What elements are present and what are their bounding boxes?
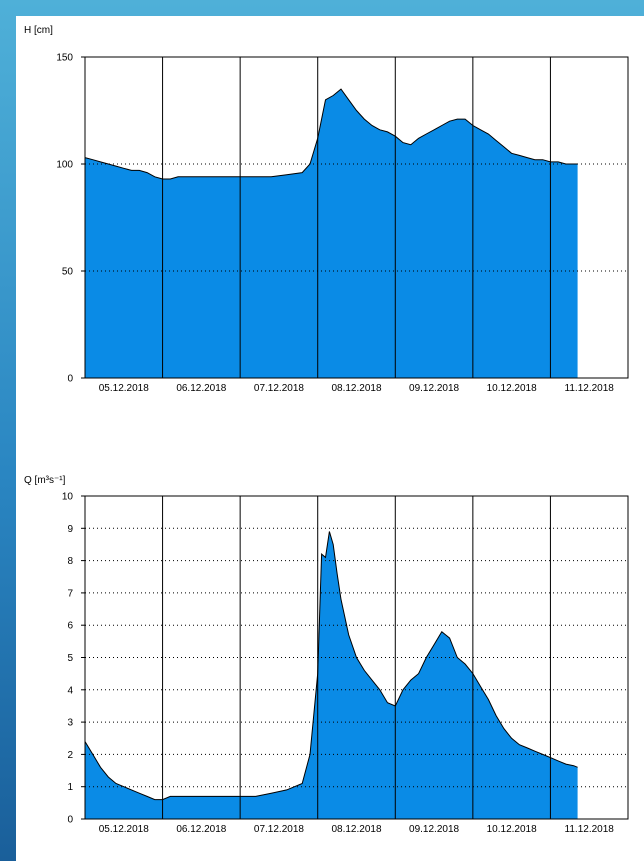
h-ytick-label: 0: [67, 374, 73, 385]
h-ytick-label: 50: [62, 267, 74, 278]
q-series-line: [84, 531, 578, 801]
q-ytick-label: 6: [67, 621, 73, 632]
h-plot-frame: [84, 56, 629, 379]
q-ytick-label: 0: [67, 815, 73, 826]
q-ytick-label: 8: [67, 556, 73, 567]
q-ytick-label: 5: [67, 653, 73, 664]
q-ytick-label: 2: [67, 750, 73, 761]
h-area-fill: [85, 89, 578, 378]
h-xtick-label: 05.12.2018: [99, 383, 149, 394]
h-ytick-label: 100: [56, 160, 73, 171]
q-ytick-label: 3: [67, 718, 73, 729]
q-ytick-label: 9: [67, 524, 73, 535]
q-ytick-label: 4: [67, 685, 73, 696]
h-xtick-label: 07.12.2018: [254, 383, 304, 394]
h-xtick-label: 08.12.2018: [331, 383, 381, 394]
q-xtick-label: 07.12.2018: [254, 824, 304, 835]
h-xtick-label: 06.12.2018: [176, 383, 226, 394]
q-xtick-label: 09.12.2018: [409, 824, 459, 835]
h-xtick-label: 09.12.2018: [409, 383, 459, 394]
q-xtick-label: 06.12.2018: [176, 824, 226, 835]
h-y-axis-label: H [cm]: [24, 25, 53, 36]
q-ytick-label: 1: [67, 782, 73, 793]
q-ytick-label: 7: [67, 588, 73, 599]
q-xtick-label: 10.12.2018: [487, 824, 537, 835]
q-y-axis-label: Q [m³s⁻¹]: [24, 475, 66, 486]
h-ytick-label: 150: [56, 53, 73, 64]
q-xtick-label: 11.12.2018: [565, 824, 615, 835]
q-ytick-label: 10: [62, 492, 74, 503]
q-xtick-label: 08.12.2018: [331, 824, 381, 835]
h-series-line: [84, 88, 578, 180]
q-area-fill: [85, 531, 578, 819]
h-xtick-label: 10.12.2018: [487, 383, 537, 394]
h-xtick-label: 11.12.2018: [565, 383, 615, 394]
chart-panel: 0 50 100 150 05.12.2018 06.12.2018 07.12.2018 0…: [16, 16, 644, 861]
q-xtick-label: 05.12.2018: [99, 824, 149, 835]
